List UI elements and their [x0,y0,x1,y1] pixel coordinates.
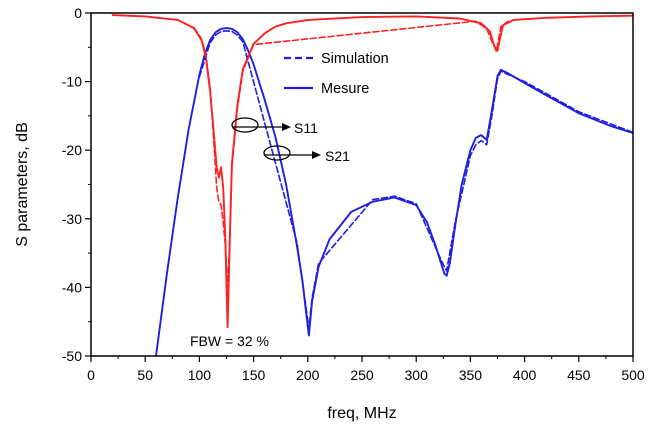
plot-area: 0 50 100 150 200 250 300 350 400 450 500 0 -10 -20 -30… [62,5,645,383]
legend: Simulation Mesure [284,51,389,97]
series-s21-measured [155,27,633,356]
y-tick-label: -20 [62,142,82,158]
x-tick-label: 450 [567,367,591,383]
y-tick-label: 0 [74,5,82,21]
x-tick-label: 400 [513,367,537,383]
series-s21-simulated [198,30,633,330]
x-tick-label: 500 [621,367,645,383]
ticks-layer: 0 50 100 150 200 250 300 350 400 450 500 0 -10 -20 -30… [62,5,645,383]
s21-label: S21 [325,148,350,164]
x-tick-label: 0 [87,367,95,383]
x-axis-title: freq, MHz [327,405,396,422]
s11-marker-ellipse [231,117,259,133]
y-tick-label: -10 [62,74,82,90]
x-tick-label: 350 [459,367,483,383]
s11-label: S11 [294,120,318,136]
x-tick-label: 300 [405,367,429,383]
series-layer [111,14,633,356]
s21-marker-ellipse [263,145,291,161]
s11-arrowhead [282,123,291,131]
y-tick-label: -50 [62,348,82,364]
x-tick-label: 150 [242,367,266,383]
series-s11-simulated [193,20,510,289]
legend-mesure-label: Mesure [321,81,369,97]
x-tick-label: 200 [296,367,320,383]
x-tick-label: 50 [137,367,153,383]
y-tick-label: -40 [62,279,82,295]
fbw-label: FBW = 32 % [190,333,269,349]
legend-simulation-label: Simulation [321,51,389,67]
x-tick-label: 100 [188,367,212,383]
annotations: S11 S21 FBW = 32 % [190,117,350,349]
s21-arrowhead [312,151,321,159]
x-tick-label: 250 [350,367,374,383]
y-axis-title: S parameters, dB [14,122,31,247]
y-tick-label: -30 [62,211,82,227]
